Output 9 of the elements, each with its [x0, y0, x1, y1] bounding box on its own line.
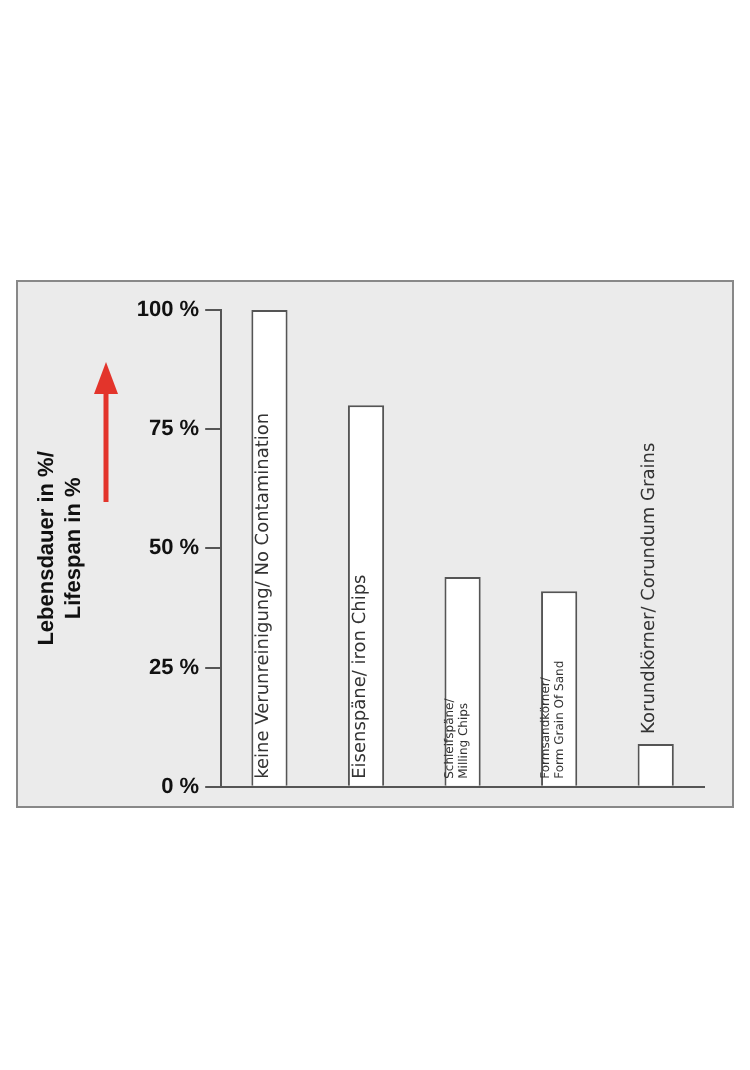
x-tick-label: keine Verunreinigung/ No Contamination: [254, 412, 275, 779]
y-tick-label: 0 %: [161, 774, 200, 799]
y-tick-label: 25 %: [149, 655, 200, 680]
x-tick-label: Eisenspäne/ iron Chips: [350, 573, 371, 779]
y-tick-label: 75 %: [149, 417, 200, 442]
y-axis-title: Lebensdauer in %/ Lifespan in %: [35, 451, 86, 646]
x-tick-label: Korundkörner/ Corundum Grains: [640, 442, 661, 734]
y-tick-label: 50 %: [149, 536, 200, 561]
y-tick-label: 100 %: [136, 298, 200, 323]
